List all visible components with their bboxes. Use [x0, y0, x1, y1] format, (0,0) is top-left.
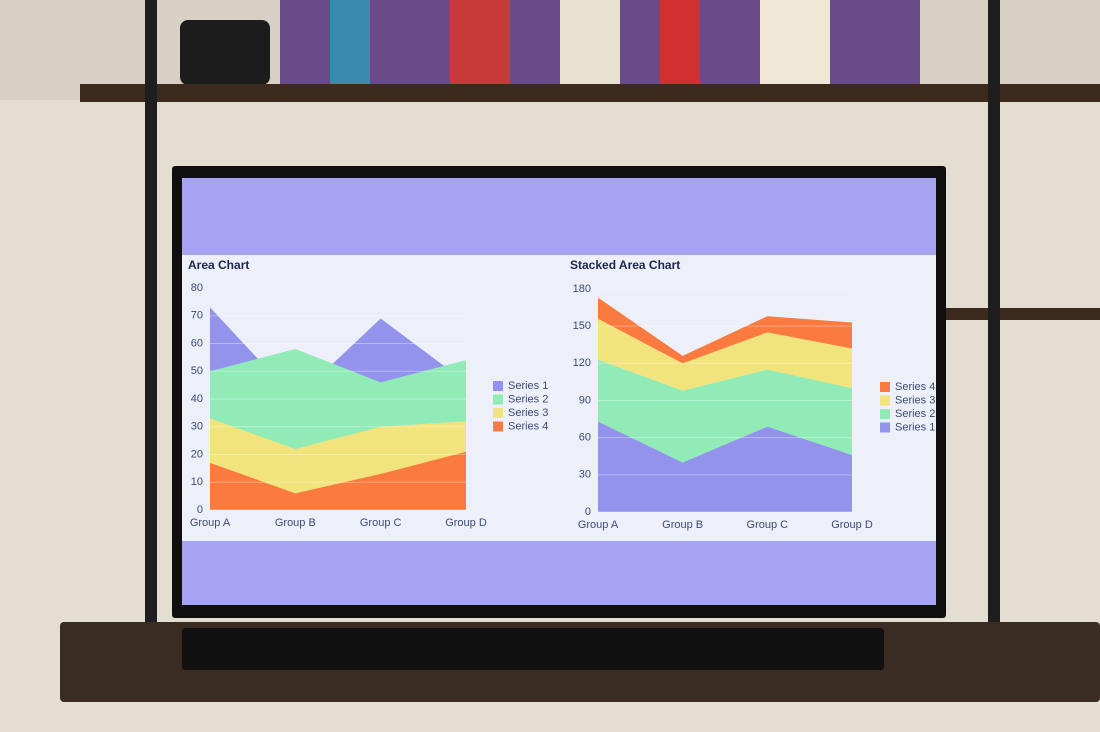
y-tick-label: 30: [579, 469, 591, 481]
legend-swatch: [493, 394, 503, 405]
y-tick-label: 10: [191, 476, 203, 488]
book: [330, 0, 370, 88]
y-tick-label: 30: [191, 421, 203, 433]
y-tick-label: 150: [573, 320, 591, 332]
pipe: [988, 0, 1000, 645]
y-tick-label: 60: [191, 337, 203, 349]
x-tick-label: Group C: [747, 519, 789, 531]
x-tick-label: Group C: [360, 517, 402, 529]
x-tick-label: Group D: [831, 519, 873, 531]
y-tick-label: 0: [585, 506, 591, 518]
y-tick-label: 50: [191, 365, 203, 377]
area: [598, 297, 852, 364]
x-tick-label: Group A: [190, 517, 231, 529]
y-tick-label: 0: [197, 504, 203, 516]
y-tick-label: 180: [573, 283, 591, 295]
book: [760, 0, 830, 88]
soundbar: [182, 628, 884, 670]
legend-swatch: [880, 395, 890, 406]
x-tick-label: Group D: [445, 517, 487, 529]
legend-label: Series 4: [508, 420, 548, 432]
shelf: [945, 308, 1100, 320]
legend-swatch: [493, 421, 503, 432]
legend-swatch: [880, 422, 890, 433]
legend-label: Series 3: [508, 407, 548, 419]
y-tick-label: 20: [191, 448, 203, 460]
legend-swatch: [493, 381, 503, 391]
camera: [180, 20, 270, 85]
chart-title: Stacked Area Chart: [570, 258, 680, 272]
area: [210, 451, 466, 510]
charts: Area Chart 0 10 20 30 40 50 60 70 80 Group A Group …: [188, 258, 935, 531]
legend-label: Series 4: [895, 381, 935, 393]
legend-label: Series 1: [508, 380, 548, 392]
shelf: [80, 84, 1100, 102]
x-tick-label: Group A: [578, 519, 619, 531]
legend-label: Series 2: [508, 393, 548, 405]
legend-swatch: [493, 408, 503, 418]
area: [598, 359, 852, 463]
legend-swatch: [880, 409, 890, 419]
book: [450, 0, 510, 88]
x-tick-label: Group B: [275, 517, 316, 529]
area: [598, 318, 852, 391]
y-tick-label: 60: [579, 432, 591, 444]
book: [560, 0, 620, 88]
y-tick-label: 70: [191, 310, 203, 322]
legend-label: Series 2: [895, 408, 935, 420]
legend-label: Series 3: [895, 394, 935, 406]
y-tick-label: 40: [191, 393, 203, 405]
pipe: [145, 0, 157, 645]
area: [598, 421, 852, 512]
books: [180, 0, 920, 88]
legend-swatch: [880, 382, 890, 392]
x-tick-label: Group B: [662, 519, 703, 531]
legend-label: Series 1: [895, 421, 935, 433]
book: [660, 0, 700, 88]
y-tick-label: 90: [579, 394, 591, 406]
chart-title: Area Chart: [188, 258, 249, 272]
y-tick-label: 80: [191, 282, 203, 294]
y-tick-label: 120: [573, 357, 591, 369]
